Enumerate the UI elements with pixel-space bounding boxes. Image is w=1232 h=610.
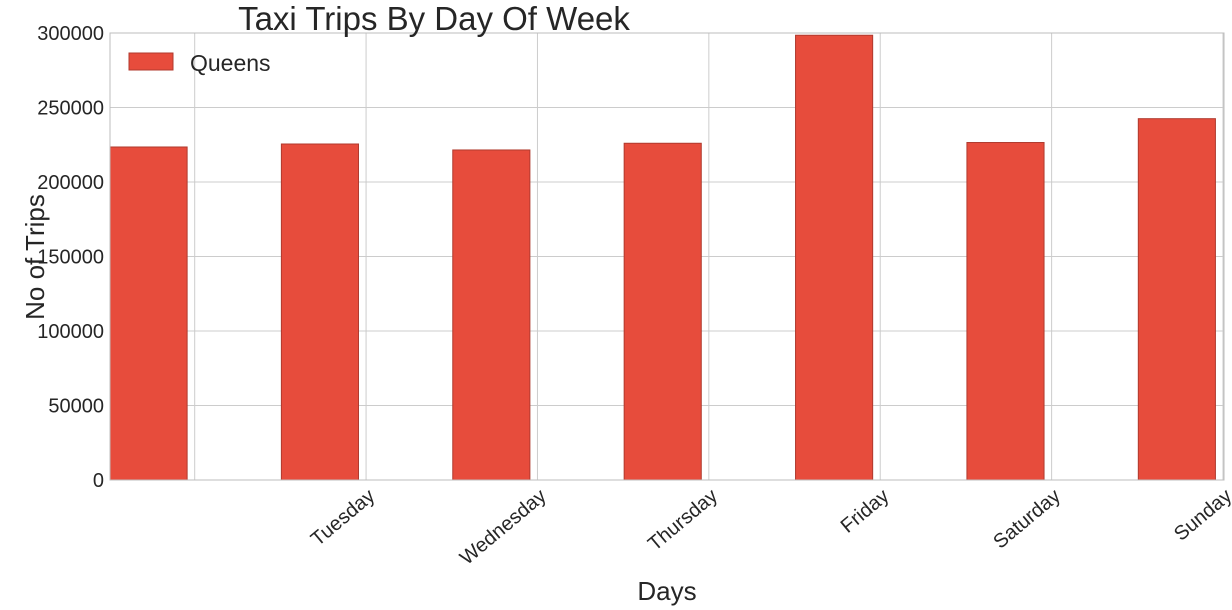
legend: Queens bbox=[128, 50, 271, 76]
bar bbox=[280, 143, 360, 481]
x-tick-label: Wednesday bbox=[456, 485, 551, 570]
chart-title: Taxi Trips By Day Of Week bbox=[238, 0, 630, 37]
bar bbox=[1137, 118, 1216, 481]
y-tick-label: 50000 bbox=[48, 396, 104, 418]
y-axis-label: No of Trips bbox=[20, 194, 50, 320]
y-tick-label: 150000 bbox=[37, 247, 104, 269]
y-tick-label: 200000 bbox=[37, 172, 104, 194]
bar bbox=[452, 149, 531, 481]
plot-frame bbox=[109, 32, 1225, 481]
y-tick-label: 100000 bbox=[37, 321, 104, 343]
x-axis-label: Days bbox=[637, 576, 696, 606]
x-tick-label: Tuesday bbox=[307, 485, 379, 551]
x-tick-label: Thursday bbox=[644, 485, 722, 555]
bars bbox=[109, 34, 1216, 481]
x-tick-label: Saturday bbox=[989, 485, 1064, 553]
y-axis-ticks: 0 50000 100000 150000 200000 250000 300000 bbox=[37, 23, 104, 492]
legend-label-queens: Queens bbox=[190, 50, 271, 76]
x-tick-label: Sunday bbox=[1170, 485, 1232, 545]
y-tick-label: 300000 bbox=[37, 23, 104, 45]
bar bbox=[795, 34, 874, 481]
bar bbox=[966, 142, 1045, 481]
y-tick-label: 250000 bbox=[37, 98, 104, 120]
bar bbox=[109, 146, 188, 481]
legend-swatch-queens bbox=[128, 52, 174, 71]
x-axis-ticks: Tuesday Wednesday Thursday Friday Saturday Su… bbox=[307, 485, 1232, 570]
y-tick-label: 0 bbox=[93, 470, 104, 492]
bar bbox=[623, 142, 702, 481]
x-tick-label: Friday bbox=[837, 485, 894, 538]
